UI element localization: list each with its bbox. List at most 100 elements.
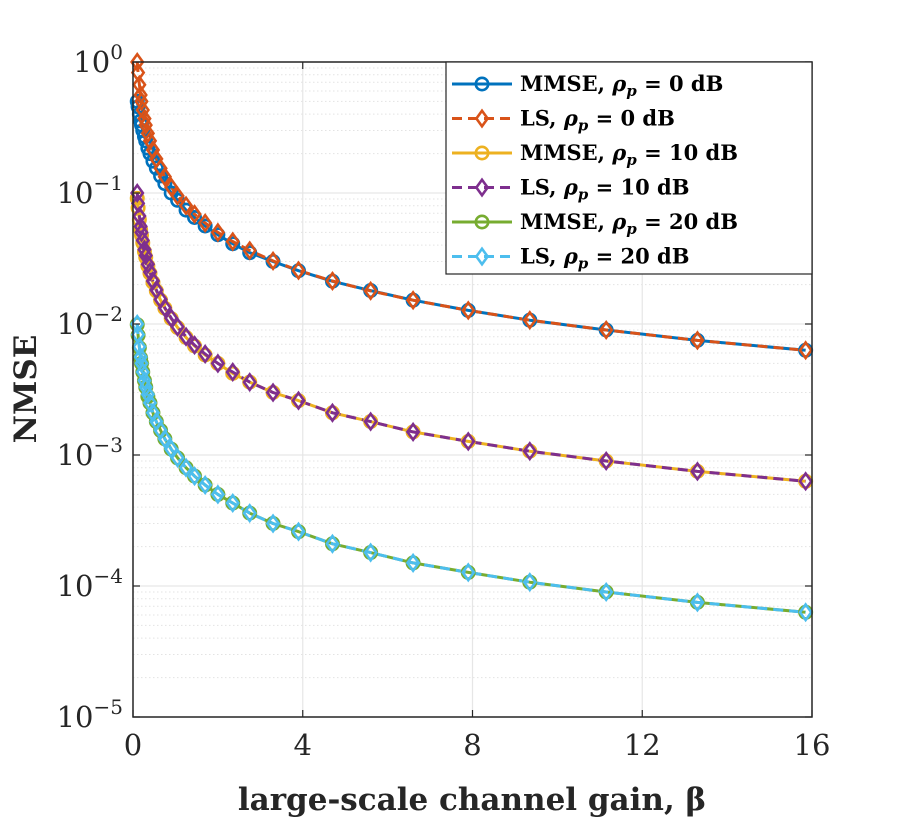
data-point-ls-20db xyxy=(137,370,152,391)
y-axis-title: NMSE xyxy=(8,335,44,444)
data-point-ls-0db xyxy=(133,84,148,106)
legend-label: LS, ρp = 20 dB xyxy=(520,244,689,273)
x-axis-title: large-scale channel gain, β xyxy=(238,782,706,818)
series-markers xyxy=(129,51,814,623)
legend-entry-mmse-10db: MMSE, ρp = 10 dB xyxy=(452,140,738,169)
x-tick-label: 4 xyxy=(294,728,312,762)
data-point-ls-20db xyxy=(291,521,306,542)
series-markers-ls-20db xyxy=(130,313,813,623)
data-point-ls-10db xyxy=(325,402,340,423)
data-point-ls-10db xyxy=(265,382,281,403)
data-point-ls-10db xyxy=(522,441,538,462)
minor-gridlines xyxy=(133,67,812,679)
y-tick-label: 10−2 xyxy=(57,302,123,341)
data-point-ls-20db xyxy=(225,492,240,514)
data-point-ls-10db xyxy=(598,450,614,472)
y-tick-label: 10−4 xyxy=(57,564,123,603)
y-tick-label: 10−1 xyxy=(57,171,123,210)
x-tick-label: 12 xyxy=(624,728,661,762)
data-point-ls-0db xyxy=(363,280,378,301)
data-point-ls-20db xyxy=(598,581,614,603)
data-point-ls-0db xyxy=(132,74,147,95)
data-point-mmse-10db xyxy=(129,190,145,206)
data-point-ls-20db xyxy=(134,353,149,374)
x-tick-label: 16 xyxy=(794,728,831,762)
data-point-ls-20db xyxy=(135,361,150,383)
legend-marker xyxy=(474,145,490,161)
data-point-ls-0db xyxy=(140,123,156,144)
data-point-ls-0db xyxy=(178,195,194,216)
legend-marker xyxy=(474,246,490,267)
data-point-ls-0db xyxy=(134,91,149,112)
data-point-ls-10db xyxy=(137,239,152,260)
legend-entry-mmse-20db: MMSE, ρp = 20 dB xyxy=(452,209,738,238)
data-point-ls-10db xyxy=(142,261,158,282)
data-point-ls-10db xyxy=(134,222,149,243)
x-tick-labels: 0 4 8 12 16 xyxy=(124,728,831,762)
data-point-ls-10db xyxy=(138,245,153,266)
legend-marker xyxy=(474,177,490,198)
legend-label: MMSE, ρp = 0 dB xyxy=(520,71,723,100)
data-point-ls-10db xyxy=(187,335,202,356)
data-point-ls-0db xyxy=(137,108,152,129)
legend-label: MMSE, ρp = 20 dB xyxy=(520,209,738,238)
data-point-ls-10db xyxy=(170,316,185,337)
x-tick-label: 0 xyxy=(124,728,142,762)
legend: MMSE, ρp = 0 dB LS, ρp = 0 dB MMSE, ρp = 1… xyxy=(445,61,813,275)
data-point-ls-20db xyxy=(133,346,148,368)
data-point-ls-20db xyxy=(405,552,421,573)
data-point-ls-0db xyxy=(461,300,476,321)
data-point-ls-20db xyxy=(140,384,156,405)
data-point-ls-0db xyxy=(325,270,340,292)
data-point-ls-0db xyxy=(598,319,614,341)
data-point-ls-20db xyxy=(325,533,340,554)
data-point-ls-10db xyxy=(157,297,173,318)
data-point-ls-0db xyxy=(170,185,185,206)
data-point-ls-20db xyxy=(170,447,185,468)
data-point-ls-10db xyxy=(197,343,213,365)
data-point-ls-10db xyxy=(210,353,226,374)
series-markers-ls-0db xyxy=(130,51,813,361)
legend-label: MMSE, ρp = 10 dB xyxy=(520,140,738,169)
x-tick-label: 8 xyxy=(463,728,481,762)
data-point-ls-0db xyxy=(187,204,202,225)
data-point-ls-20db xyxy=(363,542,378,563)
data-point-ls-20db xyxy=(178,457,194,478)
data-point-ls-20db xyxy=(798,602,813,623)
data-point-ls-20db xyxy=(210,484,226,505)
data-point-ls-20db xyxy=(690,592,705,613)
legend-entry-ls-10db: LS, ρp = 10 dB xyxy=(452,175,689,204)
data-point-ls-20db xyxy=(242,503,257,524)
data-point-mmse-0db xyxy=(153,168,169,184)
data-point-ls-10db xyxy=(291,390,306,411)
legend-marker xyxy=(474,214,490,230)
data-point-ls-10db xyxy=(461,431,476,452)
legend-entry-ls-0db: LS, ρp = 0 dB xyxy=(452,106,675,135)
data-point-ls-20db xyxy=(132,336,147,357)
legend-entry-ls-20db: LS, ρp = 20 dB xyxy=(452,244,689,273)
data-point-ls-10db xyxy=(132,206,147,227)
data-point-ls-0db xyxy=(197,212,213,234)
data-point-ls-10db xyxy=(135,230,150,251)
data-point-ls-10db xyxy=(798,471,813,492)
data-point-mmse-0db xyxy=(148,160,164,176)
y-tick-label: 100 xyxy=(73,40,123,79)
legend-box xyxy=(445,61,813,275)
data-point-ls-10db xyxy=(225,361,240,383)
legend-label: LS, ρp = 10 dB xyxy=(520,175,689,204)
data-point-ls-20db xyxy=(197,474,213,496)
data-point-ls-0db xyxy=(157,166,173,187)
data-point-ls-0db xyxy=(135,99,150,121)
data-point-ls-10db xyxy=(363,411,378,432)
data-point-ls-0db xyxy=(225,231,240,252)
legend-entry-mmse-0db: MMSE, ρp = 0 dB xyxy=(452,71,723,100)
data-point-ls-10db xyxy=(140,254,156,275)
data-point-ls-0db xyxy=(291,260,306,281)
data-point-ls-20db xyxy=(138,377,153,398)
data-point-ls-0db xyxy=(405,290,421,311)
data-point-ls-0db xyxy=(242,240,257,261)
data-point-ls-20db xyxy=(265,513,281,534)
y-tick-labels: 100 10−1 10−2 10−3 10−4 10−5 xyxy=(57,40,123,734)
series-markers-ls-10db xyxy=(130,182,813,492)
